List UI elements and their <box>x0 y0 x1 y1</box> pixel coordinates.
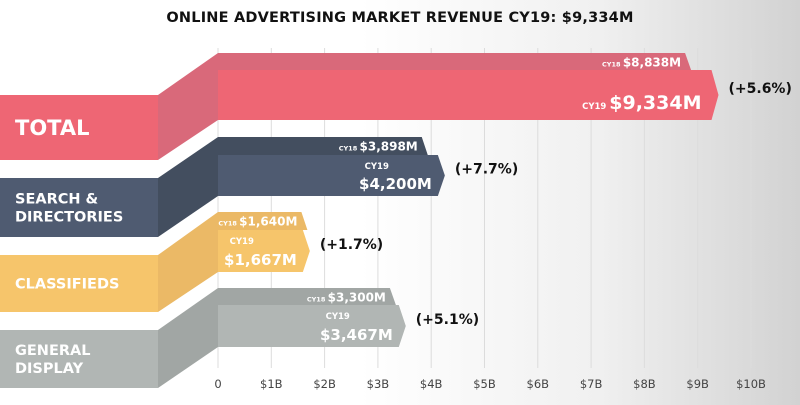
bar-cy19 <box>218 230 310 272</box>
bar-cy19-value-label: CY19 $9,334M <box>582 92 701 114</box>
bars: TOTAL CY18 $8,838M CY19 $9,334M (+5.6%) SEAR… <box>0 53 792 388</box>
x-tick-label: $3B <box>367 377 390 391</box>
x-tick-label: $6B <box>527 377 550 391</box>
series-tag-cy18: CY18 <box>218 220 239 228</box>
bar-cy18-value-label: CY18 $3,898M <box>339 140 418 154</box>
x-tick-label: $4B <box>420 377 443 391</box>
bar-cy19 <box>218 70 719 120</box>
category-label-block <box>0 178 158 237</box>
series-tag-cy19: CY19 <box>326 312 350 322</box>
x-axis-ticks: 0 $1B $2B $3B $4B $5B $6B $7B $8B $9B $10B <box>214 377 766 391</box>
x-tick-label: $9B <box>686 377 709 391</box>
category-label-block <box>0 95 158 160</box>
series-tag-cy18: CY18 <box>339 145 360 153</box>
series-tag-cy19: CY19 <box>230 237 254 247</box>
value-cy18: $3,300M <box>328 291 386 305</box>
x-tick-label: $10B <box>736 377 766 391</box>
value-cy18: $1,640M <box>239 215 297 229</box>
category-group: SEARCH & DIRECTORIES CY18 $3,898M $4,200M CY… <box>0 137 518 237</box>
x-tick-label: $5B <box>473 377 496 391</box>
category-group: CLASSIFIEDS CY18 $1,640M $1,667M CY19 (+1.7%… <box>0 212 383 312</box>
series-tag-cy18: CY18 <box>307 296 328 304</box>
category-label: CLASSIFIEDS <box>15 277 119 293</box>
value-cy18: $8,838M <box>623 56 681 70</box>
x-tick-label: 0 <box>214 377 221 391</box>
bar-cy19 <box>218 305 406 347</box>
category-label-block <box>0 330 158 388</box>
bar-cy18-value-label: CY18 $3,300M <box>307 291 386 305</box>
bar-cy19 <box>218 155 445 196</box>
category-group: GENERAL DISPLAY CY18 $3,300M $3,467M CY19 (+5… <box>0 288 479 388</box>
x-tick-label: $7B <box>580 377 603 391</box>
bar-cy18 <box>218 288 396 305</box>
category-connector <box>158 212 218 312</box>
category-connector <box>158 288 218 388</box>
bar-cy18 <box>218 53 692 70</box>
growth-label: (+1.7%) <box>320 237 383 253</box>
bar-cy19-value-label: $1,667M <box>224 251 297 269</box>
growth-label: (+5.1%) <box>416 312 479 328</box>
category-label-block <box>0 255 158 312</box>
bar-cy18-value-label: CY18 $8,838M <box>602 56 681 70</box>
category-connector <box>158 137 218 237</box>
bar-cy19-value-label: $4,200M <box>359 175 432 193</box>
category-connector <box>158 53 218 160</box>
bar-cy18 <box>218 137 428 155</box>
bar-cy19-value-label: $3,467M <box>320 326 393 344</box>
category-label: DIRECTORIES <box>15 210 123 226</box>
value-cy19: $9,334M <box>609 92 701 114</box>
x-tick-label: $8B <box>633 377 656 391</box>
bar-cy18 <box>218 212 308 230</box>
category-label: TOTAL <box>15 116 90 140</box>
x-tick-label: $2B <box>313 377 336 391</box>
series-tag-cy19: CY19 <box>365 162 389 172</box>
category-group: TOTAL CY18 $8,838M CY19 $9,334M (+5.6%) <box>0 53 792 160</box>
growth-label: (+7.7%) <box>455 162 518 178</box>
series-tag-cy18: CY18 <box>602 61 623 69</box>
series-tag-cy19: CY19 <box>582 102 609 112</box>
category-label: DISPLAY <box>15 361 84 377</box>
chart-title: ONLINE ADVERTISING MARKET REVENUE CY19: … <box>166 10 634 26</box>
growth-label: (+5.6%) <box>729 81 792 97</box>
value-cy18: $3,898M <box>360 140 418 154</box>
category-label: SEARCH & <box>15 192 99 208</box>
x-tick-label: $1B <box>260 377 283 391</box>
bar-cy18-value-label: CY18 $1,640M <box>218 215 297 229</box>
category-label: GENERAL <box>15 343 90 359</box>
